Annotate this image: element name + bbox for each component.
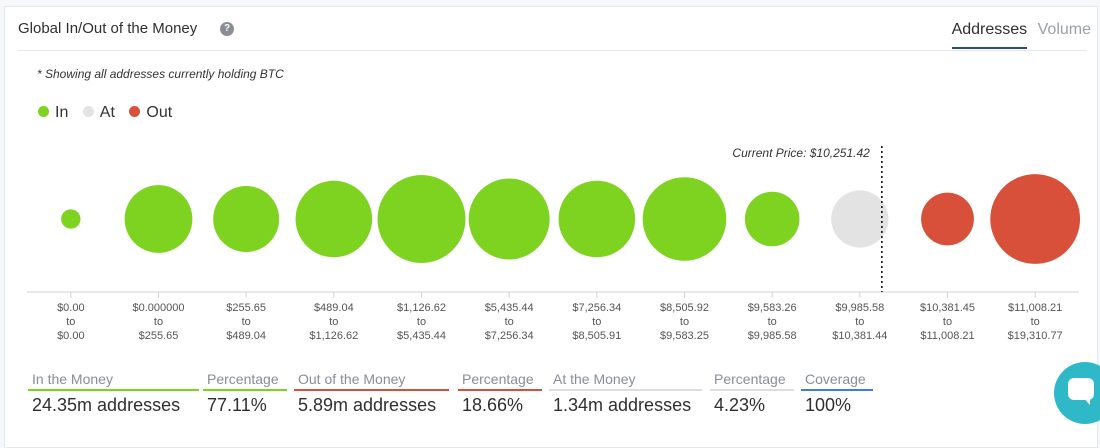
range-tick-label: $5,435.44 bbox=[485, 302, 534, 314]
bubble-chart: $0.00 to $0.00 $0.000000 to $255.65 $255.65 to $… bbox=[27, 146, 1081, 342]
stat-value: 24.35m addresses bbox=[32, 395, 181, 415]
card-title: Global In/Out of the Money bbox=[18, 20, 198, 37]
bubble-out[interactable] bbox=[921, 192, 974, 246]
stat-value: 77.11% bbox=[207, 395, 267, 415]
bubble-in[interactable] bbox=[744, 191, 800, 247]
range-tick-label: $10,381.45 bbox=[920, 302, 975, 314]
bubble-out[interactable] bbox=[990, 174, 1081, 264]
range-tick-label: $0.00 bbox=[57, 330, 85, 342]
question-circle-icon[interactable]: ? bbox=[220, 22, 234, 36]
stat-item: Out of the Money 5.89m addresses bbox=[294, 370, 449, 416]
range-tick-label: $10,381.44 bbox=[832, 330, 887, 342]
range-tick-label: $255.65 bbox=[139, 330, 179, 342]
range-tick-label: $7,256.34 bbox=[572, 302, 621, 314]
stat-label: In the Money bbox=[28, 370, 199, 391]
legend-dot-at bbox=[82, 106, 94, 117]
metric-tabs: Addresses Volume bbox=[946, 21, 1091, 49]
bubble-in[interactable] bbox=[377, 175, 466, 263]
tab-volume[interactable]: Volume bbox=[1037, 21, 1091, 38]
current-price-label: Current Price: $10,251.42 bbox=[732, 146, 870, 160]
legend-item-at[interactable]: At bbox=[82, 104, 115, 122]
range-tick-label: $255.65 bbox=[226, 302, 266, 314]
range-connector-label: to bbox=[592, 316, 601, 328]
range-tick-label: $1,126.62 bbox=[397, 302, 446, 314]
legend-item-out[interactable]: Out bbox=[129, 104, 172, 122]
stat-item: At the Money 1.34m addresses bbox=[549, 370, 702, 416]
legend-label-out: Out bbox=[146, 104, 173, 121]
range-connector-label: to bbox=[768, 316, 777, 328]
range-tick-label: $19,310.77 bbox=[1008, 330, 1063, 342]
stat-label: Coverage bbox=[801, 370, 873, 391]
stat-label: Percentage bbox=[203, 370, 287, 391]
stat-label: Out of the Money bbox=[294, 370, 449, 391]
range-connector-label: to bbox=[505, 316, 514, 328]
stat-label: Percentage bbox=[710, 370, 794, 391]
legend-label-in: In bbox=[55, 104, 69, 121]
range-tick-label: $0.00 bbox=[57, 302, 85, 314]
stat-label: Percentage bbox=[458, 370, 542, 391]
stat-label: At the Money bbox=[549, 370, 702, 391]
legend-item-in[interactable]: In bbox=[38, 104, 68, 122]
range-tick-label: $0.000000 bbox=[133, 302, 185, 314]
stat-value: 4.23% bbox=[714, 395, 766, 415]
range-connector-label: to bbox=[242, 316, 251, 328]
range-tick-label: $9,583.26 bbox=[748, 302, 797, 314]
chart-note: * Showing all addresses currently holdin… bbox=[37, 67, 284, 81]
range-connector-label: to bbox=[417, 316, 426, 328]
legend: In At Out bbox=[38, 104, 182, 122]
stat-value: 5.89m addresses bbox=[298, 395, 437, 415]
range-tick-label: $5,435.44 bbox=[397, 330, 446, 342]
legend-label-at: At bbox=[99, 104, 115, 121]
chat-bubble-icon bbox=[1068, 378, 1094, 400]
stat-item: Percentage 18.66% bbox=[458, 370, 542, 416]
chat-button[interactable] bbox=[1054, 362, 1100, 424]
range-connector-label: to bbox=[329, 316, 338, 328]
range-tick-label: $9,985.58 bbox=[835, 302, 884, 314]
range-tick-label: $489.04 bbox=[226, 330, 266, 342]
range-tick-label: $8,505.91 bbox=[572, 330, 621, 342]
stat-item: Coverage 100% bbox=[801, 370, 873, 416]
header-divider bbox=[18, 50, 1087, 51]
bubble-in[interactable] bbox=[295, 180, 373, 258]
legend-dot-out bbox=[129, 106, 141, 117]
range-tick-label: $489.04 bbox=[314, 302, 354, 314]
range-connector-label: to bbox=[855, 316, 864, 328]
range-tick-label: $8,505.92 bbox=[660, 302, 709, 314]
bubble-in[interactable] bbox=[642, 177, 727, 261]
stat-value: 1.34m addresses bbox=[553, 395, 692, 415]
stat-item: In the Money 24.35m addresses bbox=[28, 370, 199, 416]
stat-value: 100% bbox=[805, 395, 852, 415]
range-connector-label: to bbox=[154, 316, 163, 328]
legend-dot-in bbox=[38, 106, 49, 117]
range-connector-label: to bbox=[66, 316, 75, 328]
bubble-in[interactable] bbox=[124, 185, 193, 253]
range-connector-label: to bbox=[943, 316, 952, 328]
range-tick-label: $9,583.25 bbox=[660, 330, 709, 342]
stat-item: Percentage 4.23% bbox=[710, 370, 794, 416]
stat-item: Percentage 77.11% bbox=[203, 370, 287, 416]
bubble-in[interactable] bbox=[61, 209, 81, 229]
tab-addresses[interactable]: Addresses bbox=[951, 21, 1028, 49]
range-tick-label: $11,008.21 bbox=[1008, 302, 1062, 314]
bubble-in[interactable] bbox=[213, 186, 280, 252]
bubble-in[interactable] bbox=[558, 180, 636, 258]
bubble-in[interactable] bbox=[468, 178, 550, 260]
range-tick-label: $7,256.34 bbox=[485, 330, 534, 342]
range-tick-label: $9,985.58 bbox=[748, 330, 797, 342]
range-tick-label: $11,008.21 bbox=[920, 330, 974, 342]
stat-value: 18.66% bbox=[462, 395, 524, 415]
range-connector-label: to bbox=[680, 316, 689, 328]
bubble-at[interactable] bbox=[831, 190, 889, 248]
chat-bubble-tail bbox=[1082, 396, 1090, 405]
range-tick-label: $1,126.62 bbox=[309, 330, 358, 342]
range-connector-label: to bbox=[1031, 316, 1040, 328]
